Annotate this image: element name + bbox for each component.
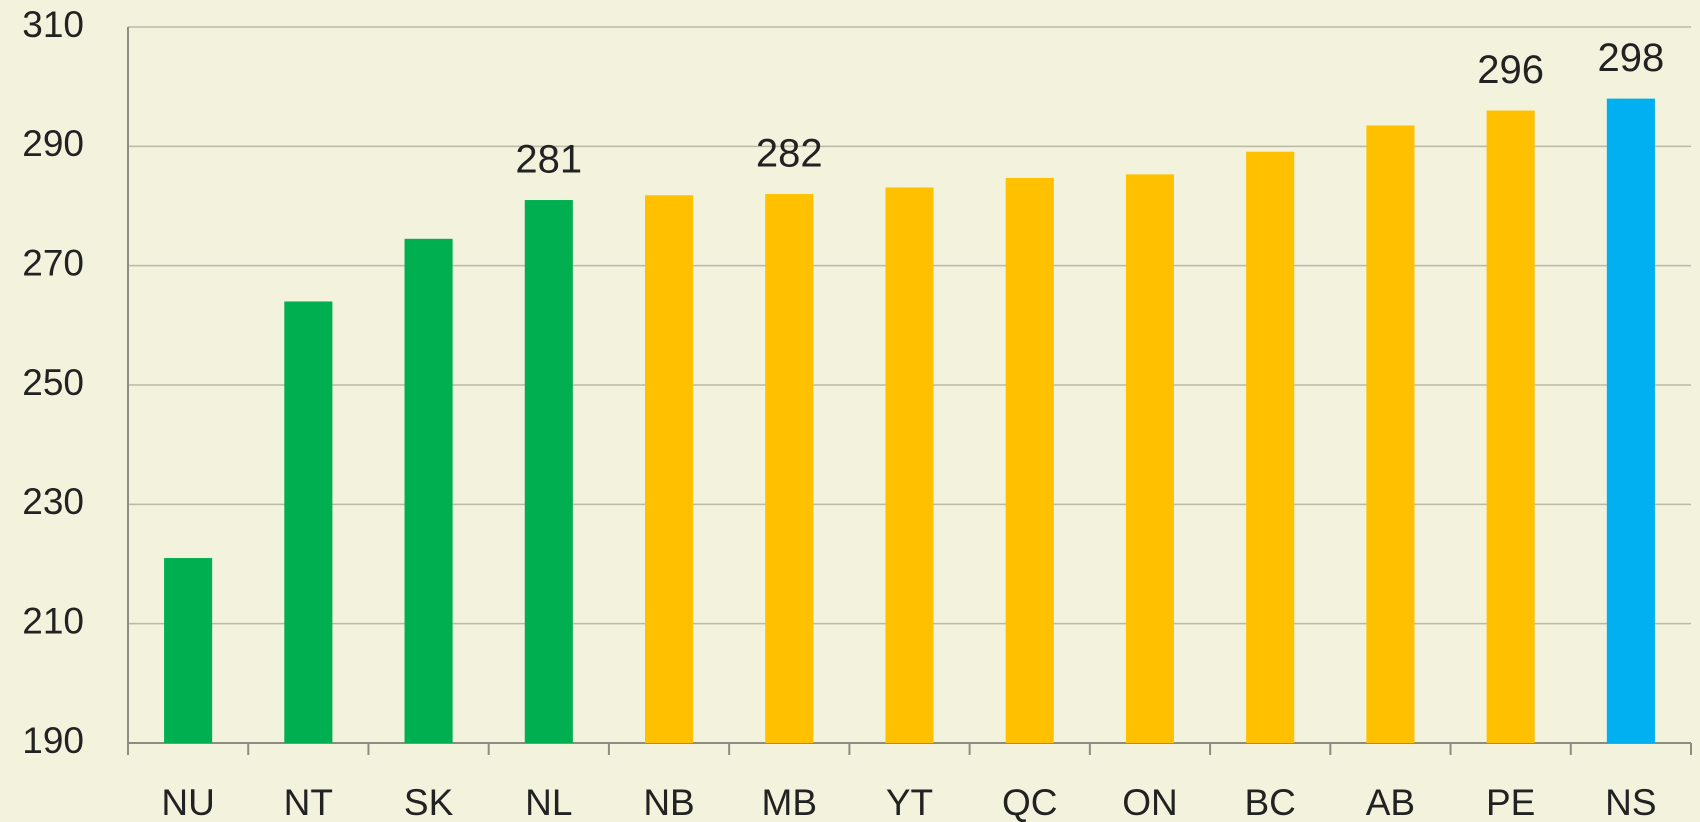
y-tick-label: 190 [22,720,84,761]
data-label: 298 [1598,36,1665,80]
bar [1606,98,1655,744]
y-tick-label: 270 [22,242,84,283]
bar [1246,151,1295,743]
x-tick-label: MB [762,782,818,822]
x-tick-label: QC [1002,782,1058,822]
bar [644,195,694,743]
y-tick-label: 230 [22,481,84,522]
x-tick-label: NU [161,782,214,822]
x-tick-label: NT [284,782,333,822]
x-tick-label: YT [886,782,933,822]
bar [765,194,814,744]
bar [404,238,453,744]
data-label: 281 [515,138,582,182]
bar [1486,110,1535,744]
data-label: 296 [1477,48,1544,92]
x-tick-label: PE [1486,782,1535,822]
x-tick-label: AB [1366,782,1415,822]
x-tick-label: NB [643,782,694,822]
x-tick-label: BC [1244,782,1295,822]
y-tick-label: 210 [22,600,84,641]
bar [164,558,213,743]
bar [1366,125,1415,743]
x-tick-label: NS [1605,782,1656,822]
bar [1125,174,1175,744]
bar [524,200,573,744]
y-tick-label: 310 [22,4,84,45]
bar [1005,177,1054,743]
x-tick-label: NL [525,782,572,822]
y-tick-label: 250 [22,362,84,403]
x-tick-label: SK [404,782,454,822]
bar [284,301,333,743]
bar [885,187,934,744]
data-label: 282 [756,132,823,176]
x-tick-label: ON [1122,782,1178,822]
y-tick-label: 290 [22,123,84,164]
